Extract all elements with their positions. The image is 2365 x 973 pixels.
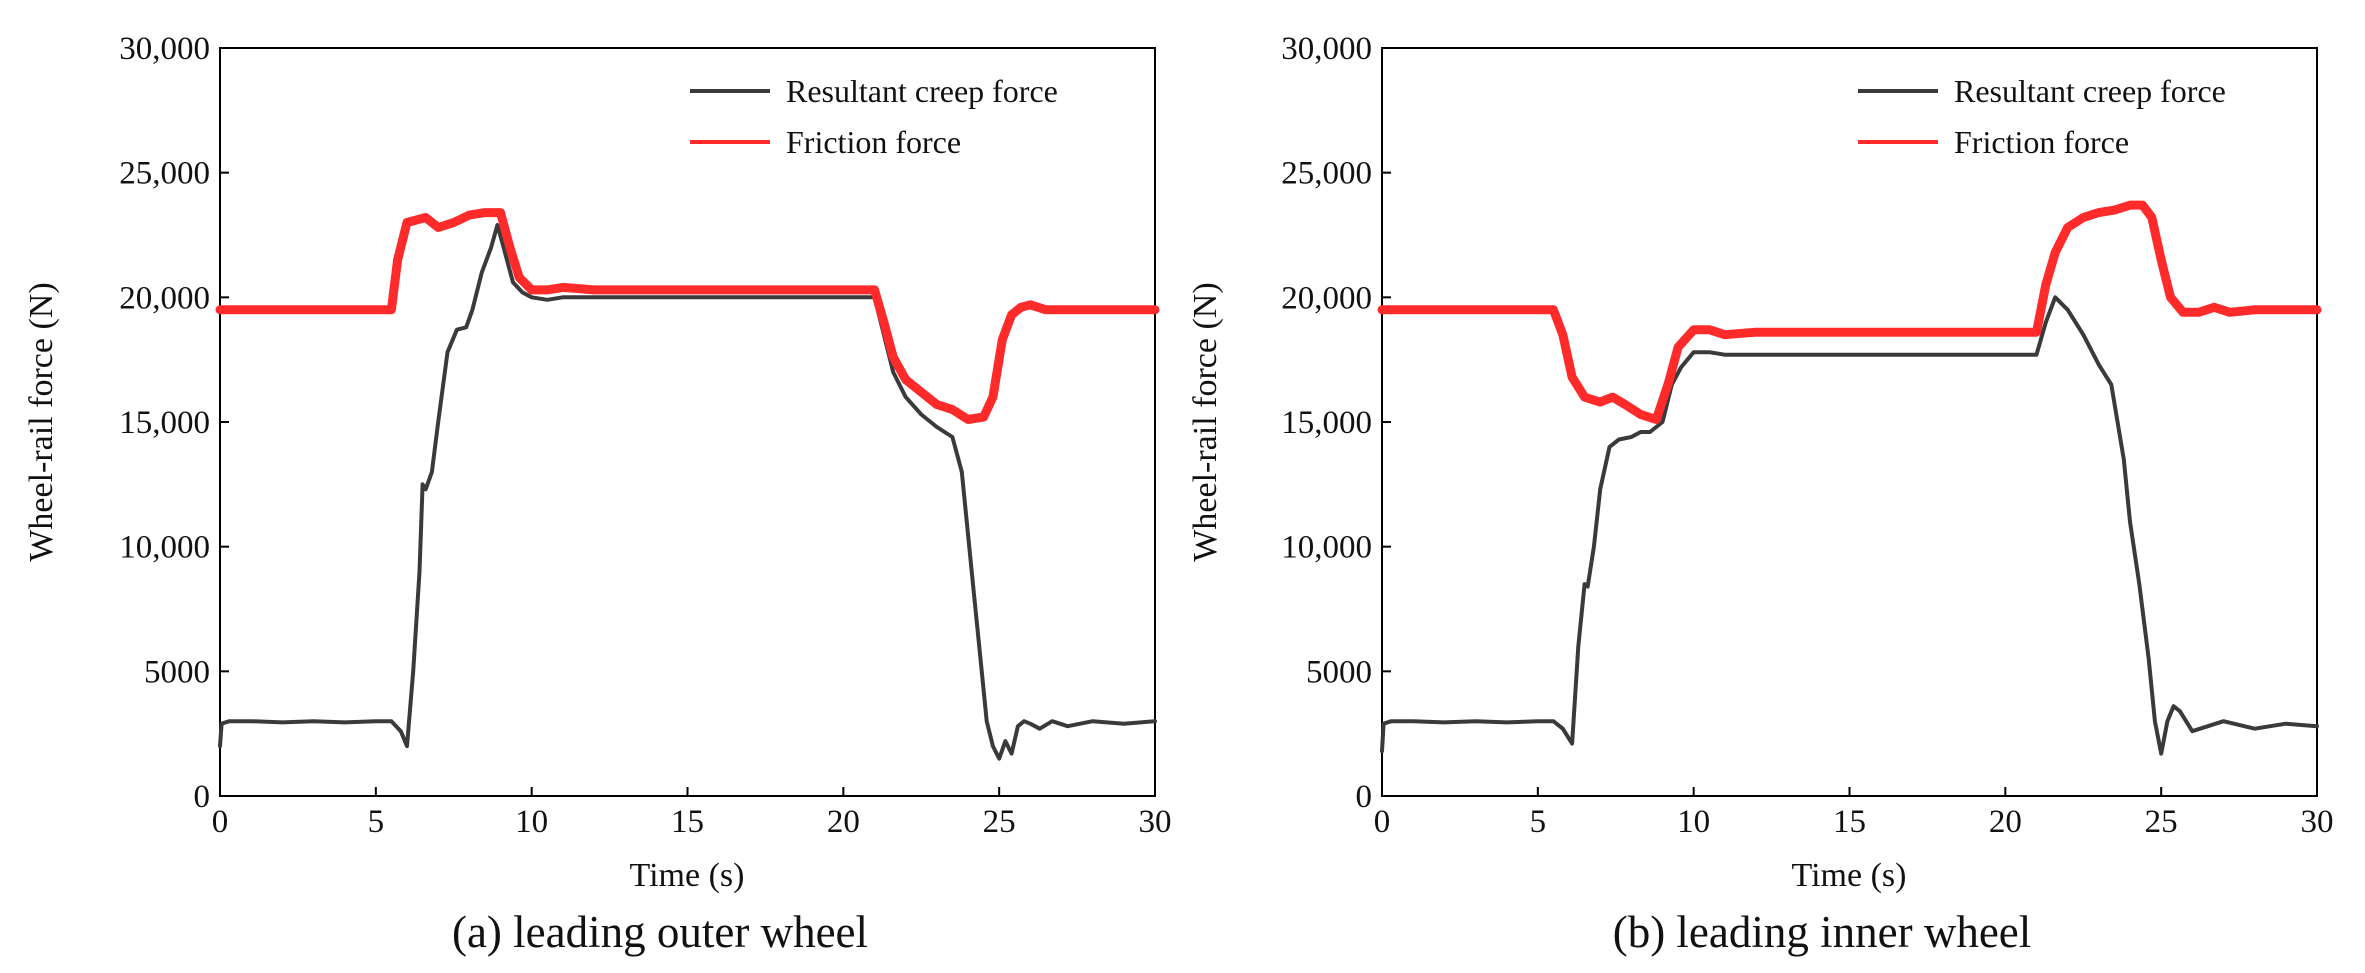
y-tick-label: 10,000 [1281, 530, 1372, 566]
legend: Resultant creep force Friction force [1858, 73, 2226, 160]
y-tick-label: 10,000 [119, 530, 210, 566]
x-tick-label: 25 [2145, 804, 2178, 840]
y-tick-label: 20,000 [119, 280, 210, 316]
series-line-friction-force [215, 208, 1160, 424]
series-line-friction-force [1377, 200, 2322, 424]
x-tick-label: 15 [671, 804, 704, 840]
x-tick-label: 5 [1530, 804, 1547, 840]
y-tick-label: 5000 [144, 654, 210, 690]
y-tick-label: 30,000 [119, 31, 210, 67]
series-line-resultant-creep-force [218, 223, 1157, 761]
series-layer [215, 208, 1160, 761]
y-tick-label: 15,000 [1281, 405, 1372, 441]
x-tick-label: 0 [212, 804, 229, 840]
y-axis-title: Wheel-rail force (N) [23, 282, 60, 561]
x-axis-ticks: 0 5 10 15 20 25 30 [212, 787, 1172, 840]
x-tick-label: 30 [2301, 804, 2334, 840]
y-tick-label: 5000 [1306, 654, 1372, 690]
x-axis-title: Time (s) [630, 857, 745, 894]
x-tick-label: 0 [1374, 804, 1391, 840]
x-tick-label: 10 [515, 804, 548, 840]
x-tick-label: 20 [1989, 804, 2022, 840]
y-tick-label: 0 [1356, 779, 1373, 815]
y-tick-label: 0 [194, 779, 211, 815]
series-layer [1377, 200, 2322, 756]
x-tick-label: 25 [983, 804, 1016, 840]
y-axis-ticks: 0 5000 10,000 15,000 20,000 25,000 30,000 [119, 31, 229, 815]
x-tick-label: 20 [827, 804, 860, 840]
y-tick-label: 25,000 [119, 156, 210, 192]
legend-label-resultant-creep-force: Resultant creep force [786, 73, 1058, 109]
x-tick-label: 5 [368, 804, 385, 840]
x-tick-label: 30 [1139, 804, 1172, 840]
y-tick-label: 15,000 [119, 405, 210, 441]
plot-frame [1381, 47, 2318, 797]
panel-a: 0 5 10 15 20 25 30 0 5000 10,000 15,000 20,000 25,0… [23, 31, 1172, 957]
y-axis-title: Wheel-rail force (N) [1187, 282, 1224, 561]
y-axis-ticks: 0 5000 10,000 15,000 20,000 25,000 30,000 [1281, 31, 1391, 815]
x-axis-ticks: 0 5 10 15 20 25 30 [1374, 787, 2334, 840]
y-tick-label: 30,000 [1281, 31, 1372, 67]
legend-label-resultant-creep-force: Resultant creep force [1954, 73, 2226, 109]
x-axis-title: Time (s) [1792, 857, 1907, 894]
plot-frame [219, 47, 1156, 797]
panel-caption: (a) leading outer wheel [452, 907, 868, 957]
panel-b: 0 5 10 15 20 25 30 0 5000 10,000 15,000 20,000 25,0… [1187, 31, 2334, 957]
legend-label-friction-force: Friction force [1954, 124, 2129, 160]
y-tick-label: 20,000 [1281, 280, 1372, 316]
x-tick-label: 15 [1833, 804, 1866, 840]
series-line-resultant-creep-force [1380, 295, 2319, 756]
legend-label-friction-force: Friction force [786, 124, 961, 160]
x-tick-label: 10 [1677, 804, 1710, 840]
y-tick-label: 25,000 [1281, 156, 1372, 192]
legend: Resultant creep force Friction force [690, 73, 1058, 160]
panel-caption: (b) leading inner wheel [1613, 907, 2032, 957]
